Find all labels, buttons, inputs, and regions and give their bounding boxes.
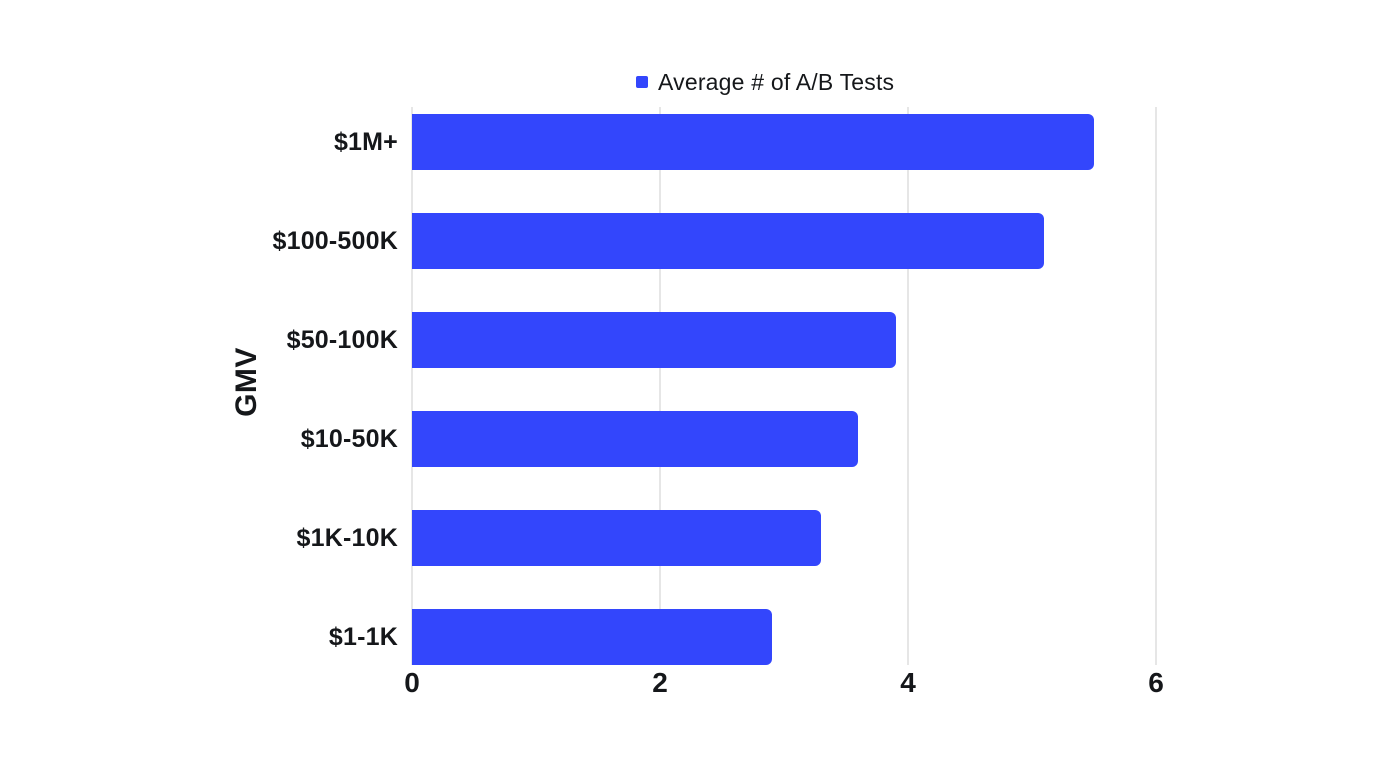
gridline xyxy=(1155,107,1157,665)
bar-$10-50K xyxy=(412,411,859,467)
category-label: $1M+ xyxy=(333,128,398,156)
legend-label: Average # of A/B Tests xyxy=(658,68,895,95)
category-label: $10-50K xyxy=(300,425,398,453)
gridline xyxy=(659,107,661,665)
plot-area xyxy=(411,107,1232,665)
bar-$1-1K xyxy=(412,609,772,665)
bar-$50-100K xyxy=(412,312,896,368)
x-tick-label: 4 xyxy=(900,667,916,698)
category-label: $1-1K xyxy=(328,623,398,651)
gridline xyxy=(907,107,909,665)
x-tick-label: 0 xyxy=(404,667,420,698)
bar-$1K-10K xyxy=(412,510,822,566)
legend: Average # of A/B Tests xyxy=(636,68,894,96)
bar-$1M+ xyxy=(412,114,1094,170)
bar-$100-500K xyxy=(412,213,1045,269)
x-tick-label: 2 xyxy=(652,667,668,698)
category-label: $50-100K xyxy=(286,326,398,354)
category-label: $1K-10K xyxy=(296,524,398,552)
gridline xyxy=(411,107,413,665)
legend-swatch-icon xyxy=(636,76,648,88)
x-tick-label: 6 xyxy=(1148,667,1164,698)
category-label: $100-500K xyxy=(272,227,398,255)
